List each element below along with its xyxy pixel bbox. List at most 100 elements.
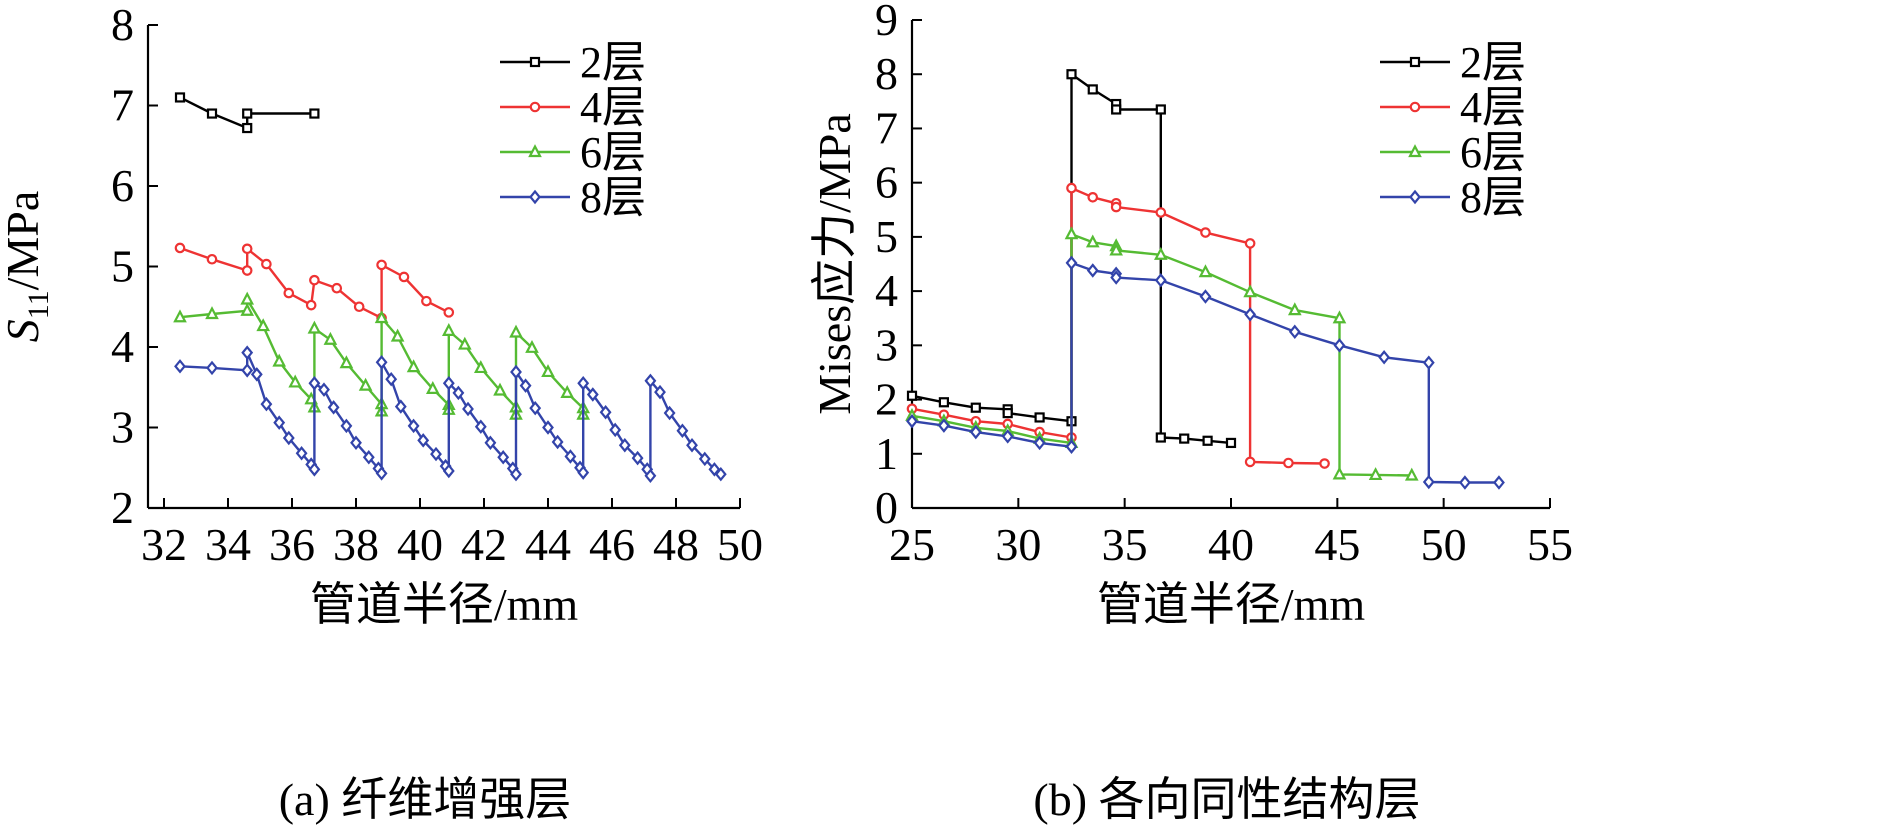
data-point <box>1066 182 1077 194</box>
x-tick-label: 46 <box>589 519 635 570</box>
data-point <box>206 360 218 376</box>
data-point <box>1332 310 1347 324</box>
data-point <box>260 396 273 412</box>
series-3 <box>173 291 591 420</box>
data-point <box>1378 350 1391 365</box>
data-point <box>1064 226 1079 240</box>
series-line <box>911 72 1232 445</box>
data-point <box>1155 432 1166 443</box>
data-point <box>362 450 375 465</box>
data-point <box>1155 207 1167 218</box>
legend-item: 8层 <box>1380 173 1526 222</box>
data-point <box>1109 242 1123 256</box>
data-point <box>1110 201 1122 213</box>
data-point <box>241 243 253 255</box>
data-point <box>542 420 554 435</box>
data-point <box>1422 355 1435 370</box>
data-point <box>937 418 950 433</box>
data-point <box>1087 192 1099 203</box>
data-point <box>509 324 523 338</box>
legend-label: 6层 <box>580 128 646 177</box>
y-tick-label: 6 <box>875 157 898 208</box>
y-tick-label: 4 <box>875 265 898 316</box>
legend-marker <box>1409 56 1421 68</box>
y-tick-label: 7 <box>111 80 134 131</box>
data-point <box>1066 69 1077 80</box>
data-point <box>327 400 340 415</box>
x-axis-label: 管道半径/mm <box>310 579 579 630</box>
x-tick-label: 48 <box>653 519 699 570</box>
data-point <box>308 462 321 477</box>
legend-label: 4层 <box>580 83 646 132</box>
data-point <box>390 328 405 342</box>
data-point <box>525 339 539 353</box>
data-point <box>1002 408 1013 419</box>
data-point <box>1332 466 1347 480</box>
series-1 <box>906 69 1237 449</box>
data-point <box>353 301 365 313</box>
y-tick-label: 1 <box>875 428 898 479</box>
x-tick-label: 35 <box>1102 519 1148 570</box>
data-point <box>644 373 657 389</box>
data-point <box>283 287 295 299</box>
data-point <box>484 435 497 451</box>
panel-caption: (a) 纤维增强层 <box>279 774 572 825</box>
data-point <box>1065 255 1078 271</box>
data-point <box>1200 227 1211 238</box>
data-point <box>307 320 322 334</box>
data-point <box>350 435 362 451</box>
data-point <box>1111 104 1122 115</box>
data-point <box>510 364 522 380</box>
data-point <box>1065 439 1078 454</box>
x-tick-label: 30 <box>995 519 1041 570</box>
x-tick-label: 44 <box>525 519 571 570</box>
x-tick-label: 55 <box>1527 519 1573 570</box>
legend-marker <box>1409 189 1421 205</box>
data-point <box>529 400 542 416</box>
data-point <box>430 446 442 462</box>
data-point <box>407 418 420 434</box>
data-point <box>564 449 577 464</box>
data-point <box>1110 270 1123 285</box>
data-point <box>261 258 272 270</box>
data-point <box>1244 307 1257 322</box>
data-point <box>241 345 254 360</box>
data-point <box>308 375 321 391</box>
x-tick-label: 25 <box>889 519 935 570</box>
legend-item: 4层 <box>1380 83 1526 132</box>
data-point <box>970 402 981 413</box>
x-tick-label: 50 <box>1421 519 1467 570</box>
data-point <box>1198 264 1213 278</box>
data-point <box>1033 435 1046 451</box>
data-point <box>241 363 254 378</box>
data-point <box>1404 467 1419 481</box>
data-point <box>442 463 455 479</box>
data-point <box>551 434 564 450</box>
y-tick-label: 5 <box>875 211 898 262</box>
legend-marker <box>529 56 541 68</box>
data-point <box>375 355 388 370</box>
data-point <box>340 418 353 434</box>
data-point <box>1225 437 1237 449</box>
series-line <box>911 261 1499 484</box>
data-point <box>442 375 455 391</box>
data-point <box>1001 429 1014 444</box>
series-4 <box>174 345 727 484</box>
data-point <box>969 424 982 440</box>
y-tick-label: 2 <box>875 374 898 425</box>
y-axis-label: Mises应力/MPa <box>809 113 860 415</box>
y-tick-label: 2 <box>111 482 134 533</box>
data-point <box>1199 289 1212 304</box>
data-point <box>1202 435 1213 446</box>
data-point <box>474 419 487 434</box>
legend-marker <box>528 144 542 158</box>
data-point <box>1333 338 1346 353</box>
data-point <box>1244 456 1256 468</box>
y-tick-label: 5 <box>111 241 134 292</box>
x-tick-label: 42 <box>461 519 507 570</box>
data-point <box>609 422 622 438</box>
y-tick-label: 0 <box>875 482 898 533</box>
series-2 <box>174 242 455 324</box>
legend-marker <box>1409 101 1421 113</box>
